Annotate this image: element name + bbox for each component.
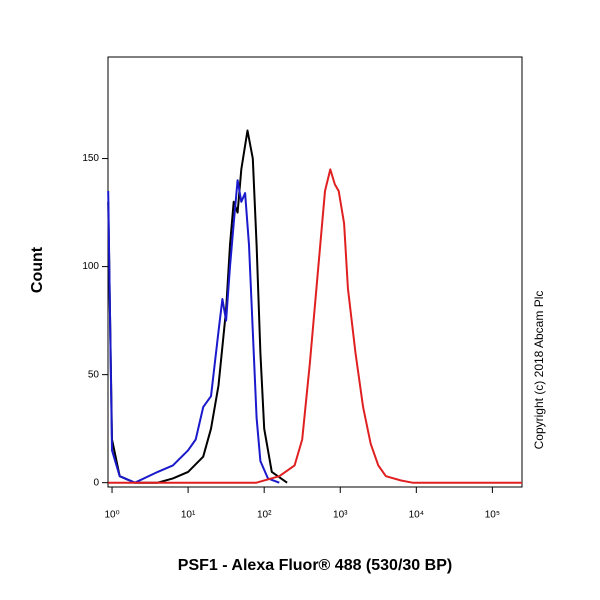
x-tick-label: 10⁵ (485, 510, 500, 521)
x-tick-label: 10¹ (181, 510, 196, 521)
y-tick-label: 100 (82, 261, 99, 272)
plot-frame (107, 56, 523, 488)
y-tick-label: 150 (82, 153, 99, 164)
series-line (108, 168, 522, 484)
copyright: Copyright (c) 2018 Abcam Plc (532, 291, 546, 450)
x-tick-label: 10⁰ (104, 510, 119, 521)
y-tick-label: 0 (93, 477, 99, 488)
series-line (107, 179, 280, 484)
x-tick-label: 10² (257, 510, 272, 521)
y-axis-label: Count (29, 246, 46, 293)
x-tick-label: 10³ (333, 510, 348, 521)
y-tick-label: 50 (88, 369, 100, 380)
x-axis-label: PSF1 - Alexa Fluor® 488 (530/30 BP) (178, 557, 452, 574)
x-tick-label: 10⁴ (409, 510, 424, 521)
